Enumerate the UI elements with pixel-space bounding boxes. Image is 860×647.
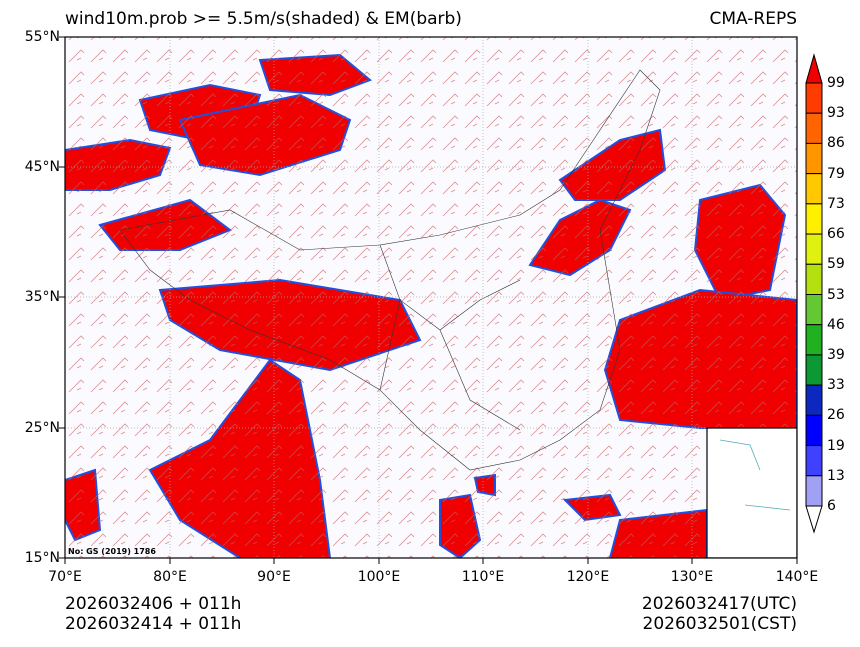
colorbar-label: 86 [827, 135, 845, 152]
lon-tick-label: 90°E [257, 569, 291, 585]
init-time-2: 2026032414 + 011h [65, 614, 242, 634]
colorbar-label: 6 [827, 498, 836, 514]
colorbar-bin [805, 173, 823, 205]
wind-barbs [65, 37, 797, 558]
colorbar-label: 79 [827, 165, 845, 182]
init-time-1: 2026032406 + 011h [65, 594, 242, 614]
axis-ticks [59, 36, 798, 564]
lat-tick-label: 15°N [24, 550, 60, 566]
colorbar-bin [805, 324, 823, 356]
colorbar-bin [805, 82, 823, 114]
colorbar-bin [805, 263, 823, 295]
colorbar-label: 93 [827, 105, 845, 122]
lon-tick-label: 80°E [153, 569, 187, 585]
lon-tick-label: 140°E [775, 569, 819, 585]
colorbar-label: 33 [827, 377, 845, 394]
colorbar-under-arrow [805, 505, 823, 534]
colorbar-label: 66 [827, 226, 845, 243]
colorbar-label: 99 [827, 75, 845, 91]
colorbar-label: 73 [827, 195, 845, 212]
model-name: CMA-REPS [709, 9, 797, 29]
lat-tick-label: 25°N [24, 420, 60, 436]
colorbar-bin [805, 294, 823, 326]
colorbar-label: 13 [827, 467, 845, 484]
colorbar-bin [805, 384, 823, 416]
colorbar-bin [805, 414, 823, 447]
lon-tick-label: 70°E [48, 569, 82, 585]
boundaries [119, 69, 661, 471]
colorbar-over-arrow [805, 53, 823, 84]
south-china-sea-inset [706, 427, 797, 558]
colorbar-bin [805, 142, 823, 175]
colorbar-bin [805, 445, 823, 477]
colorbar-label: 39 [827, 346, 845, 363]
colorbar-bin [805, 354, 823, 386]
colorbar-label: 26 [827, 407, 845, 424]
lat-tick-label: 35°N [24, 289, 60, 305]
colorbar-label: 19 [827, 437, 845, 454]
colorbar-bin [805, 203, 823, 235]
colorbar-bin [805, 233, 823, 265]
colorbar-bin [805, 112, 823, 144]
valid-time-cst: 2026032501(CST) [642, 614, 797, 634]
lat-tick-label: 55°N [24, 29, 60, 45]
valid-time-utc: 2026032417(UTC) [641, 594, 797, 614]
lon-tick-label: 100°E [357, 569, 401, 585]
chart-title: wind10m.prob >= 5.5m/s(shaded) & EM(barb… [65, 9, 462, 29]
colorbar-label: 53 [827, 286, 845, 303]
lon-tick-label: 110°E [461, 569, 505, 585]
lon-tick-label: 120°E [566, 569, 610, 585]
colorbar-bin [805, 475, 823, 507]
review-number: No: GS (2019) 1786 [68, 547, 156, 556]
colorbar-label: 59 [827, 256, 845, 273]
lat-tick-label: 45°N [24, 159, 60, 175]
colorbar-label: 46 [827, 316, 845, 333]
gridlines [65, 37, 797, 558]
colorbar [805, 53, 823, 534]
lon-tick-label: 130°E [670, 569, 714, 585]
